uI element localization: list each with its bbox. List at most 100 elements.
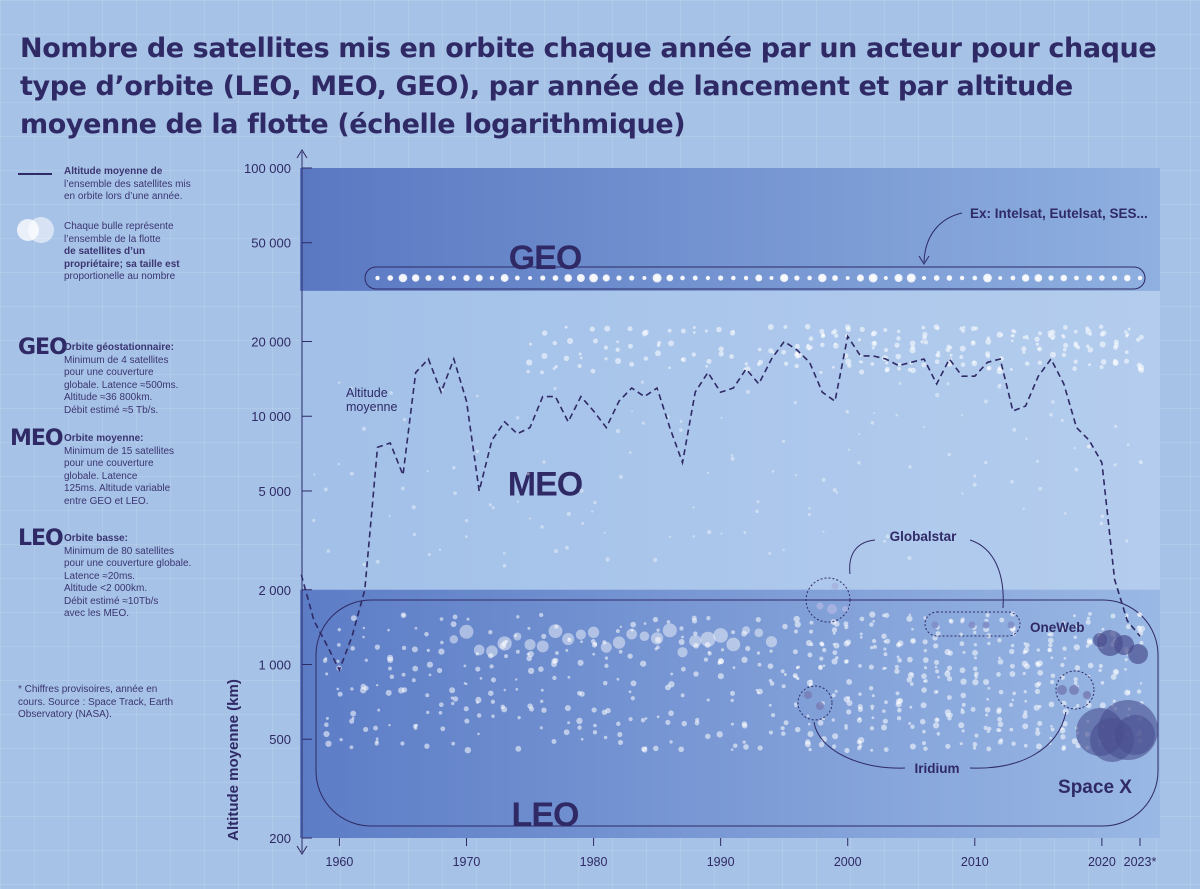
leo-bubble: [859, 636, 863, 639]
geo-bubble: [1112, 276, 1117, 280]
geo-bubble: [984, 274, 991, 282]
iridium-circle: [797, 685, 833, 721]
leo-bubble: [897, 707, 902, 713]
geo-bubble: [693, 276, 697, 280]
legend-meo: MEO Orbite moyenne: Minimum de 15 satell…: [10, 428, 220, 513]
leo-bubble: [884, 700, 888, 705]
meo-bubble: [349, 386, 353, 390]
legend-leo-text: Latence ≈20ms.: [64, 570, 136, 582]
legend-bubble-text: l’ensemble de la flotte: [64, 233, 161, 245]
meo-bubble: [883, 539, 887, 543]
leo-bubble: [1011, 698, 1015, 702]
leo-bubble: [780, 669, 785, 674]
leo-bubble: [490, 677, 497, 683]
leo-bubble: [1124, 668, 1127, 671]
meo-bubble: [438, 548, 442, 551]
leo-bubble: [730, 690, 736, 696]
leo-bubble: [857, 706, 864, 713]
leo-bubble: [1074, 665, 1081, 671]
meo-bubble: [718, 346, 724, 352]
leo-bubble: [363, 726, 369, 733]
leo-bubble: [475, 652, 479, 656]
oneweb-outline: [924, 611, 1021, 637]
leo-bubble: [768, 703, 772, 707]
leo-bubble: [425, 693, 430, 698]
leo-bubble: [490, 699, 495, 704]
leo-bubble: [1034, 688, 1041, 695]
leo-bubble: [349, 745, 354, 750]
meo-bubble: [1125, 539, 1129, 543]
meo-bubble: [873, 411, 876, 414]
meo-bubble: [718, 351, 724, 357]
meo-bubble: [945, 347, 951, 353]
meo-bubble: [706, 471, 710, 475]
leo-bubble: [1138, 612, 1143, 618]
meo-bubble: [1086, 444, 1091, 449]
leo-bubble: [920, 702, 927, 709]
meo-bubble: [565, 545, 569, 550]
leo-bubble: [1099, 702, 1106, 709]
leo-bubble: [726, 637, 741, 652]
geo-bubble: [756, 275, 762, 281]
meo-bubble: [1009, 367, 1013, 372]
leo-bubble: [364, 658, 368, 662]
leo-bubble: [845, 639, 852, 646]
meo-bubble: [1088, 363, 1092, 367]
leo-bubble: [783, 672, 787, 676]
x-tick-label: 1970: [453, 855, 481, 869]
iridium-bubble: [816, 702, 824, 710]
leo-bubble: [781, 684, 786, 689]
meo-bubble: [1011, 329, 1016, 333]
meo-bubble: [1025, 361, 1030, 366]
meo-bubble: [907, 555, 912, 561]
meo-bubble: [922, 425, 926, 428]
meo-bubble: [794, 343, 800, 350]
leo-bubble: [806, 714, 810, 718]
leo-bubble: [350, 646, 355, 651]
leo-bubble: [1023, 710, 1028, 715]
meo-bubble: [832, 487, 837, 493]
meo-bubble: [1037, 346, 1043, 352]
leo-bubble: [539, 726, 543, 730]
leo-bubble: [450, 621, 457, 628]
leo-bubble: [388, 666, 392, 671]
leo-bubble: [933, 659, 940, 665]
meo-bubble: [921, 325, 926, 330]
meo-bubble: [337, 381, 341, 384]
leo-bubble: [324, 722, 329, 728]
leo-bubble: [630, 621, 637, 628]
meo-bubble: [1099, 365, 1104, 370]
leo-bubble: [1060, 675, 1065, 680]
leo-bubble: [859, 616, 865, 622]
meo-bubble: [947, 452, 951, 457]
leo-bubble: [716, 731, 723, 738]
y-axis-arrow-up: [296, 149, 308, 159]
leo-bubble: [846, 709, 852, 715]
meo-bubble: [744, 362, 748, 366]
leo-bubble: [1009, 671, 1016, 677]
leo-bubble: [844, 659, 849, 664]
leo-bubble: [541, 707, 547, 713]
meo-bubble: [1138, 459, 1143, 464]
leo-bubble: [1050, 724, 1053, 728]
legend-meo-text: entre GEO et LEO.: [64, 495, 149, 507]
meo-bubble: [1010, 479, 1014, 484]
leo-bubble: [1136, 689, 1142, 694]
x-tick-label: 1990: [707, 855, 735, 869]
leo-bubble: [1022, 671, 1026, 676]
leo-bubble: [870, 646, 874, 650]
meo-bubble: [808, 336, 814, 342]
leo-bubble: [499, 642, 507, 649]
geo-bubble: [706, 276, 710, 280]
leo-bubble: [513, 632, 522, 641]
meo-bubble: [756, 500, 760, 504]
meo-bubble: [1074, 467, 1079, 472]
avg-label-line2: moyenne: [346, 400, 397, 414]
meo-bubble: [553, 549, 558, 554]
meo-bubble: [528, 517, 532, 520]
meo-bubble: [581, 522, 585, 525]
leo-bubble: [360, 683, 367, 690]
geo-bubble: [1124, 275, 1130, 281]
leo-bubble: [832, 642, 836, 646]
leo-bubble: [868, 664, 874, 670]
